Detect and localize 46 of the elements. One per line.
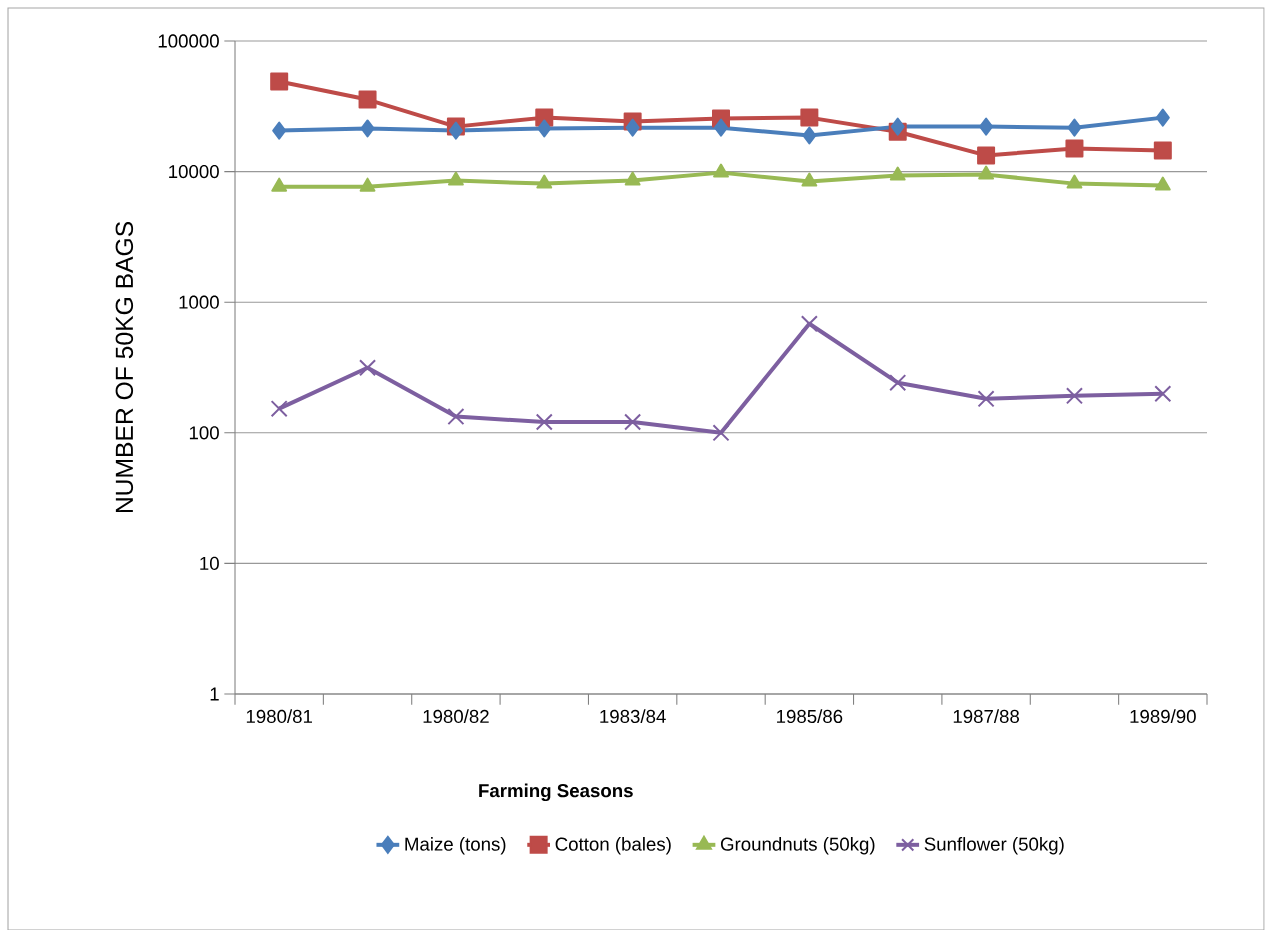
point	[358, 90, 377, 109]
point	[625, 118, 640, 137]
point	[272, 121, 287, 140]
point	[977, 146, 996, 165]
point	[537, 119, 552, 138]
point	[624, 413, 642, 431]
point	[889, 374, 907, 392]
y-tick-label: 1	[210, 687, 219, 701]
point	[714, 118, 728, 137]
y-tick-label: 10	[200, 556, 219, 570]
x-tick-label: 1980/81	[246, 709, 312, 724]
legend-label: Sunflower (50kg)	[924, 837, 1064, 855]
point	[1065, 387, 1083, 405]
point	[1067, 118, 1082, 137]
legend-label: Maize (tons)	[405, 837, 506, 855]
point	[270, 400, 288, 418]
point	[1155, 108, 1170, 127]
legend-label: Cotton (bales)	[555, 837, 671, 855]
point	[802, 126, 817, 145]
point	[360, 119, 375, 138]
point	[890, 117, 905, 136]
point	[712, 424, 730, 442]
point	[1154, 385, 1172, 403]
y-tick-label: 10000	[169, 164, 219, 179]
point	[359, 359, 377, 377]
y-tick-label: 100000	[158, 34, 219, 48]
point	[447, 408, 465, 426]
point	[535, 413, 553, 431]
y-axis-title: NUMBER OF 50KG BAGS	[115, 221, 134, 513]
x-tick-label: 1987/88	[953, 709, 1020, 724]
point	[1065, 139, 1084, 158]
point	[448, 121, 463, 140]
y-tick-label: 1000	[179, 295, 219, 309]
y-tick-label: 100	[189, 426, 219, 440]
x-tick-label: 1983/84	[600, 709, 666, 724]
point	[270, 72, 289, 91]
x-tick-label: 1980/82	[423, 709, 489, 724]
x-tick-label: 1989/90	[1130, 709, 1196, 724]
point	[1153, 141, 1172, 160]
legend-label: Groundnuts (50kg)	[720, 837, 875, 855]
point	[800, 315, 818, 333]
x-axis-title: Farming Seasons	[479, 783, 633, 802]
point	[800, 108, 819, 127]
point	[979, 117, 994, 136]
x-tick-label: 1985/86	[777, 709, 843, 724]
point	[977, 390, 995, 408]
